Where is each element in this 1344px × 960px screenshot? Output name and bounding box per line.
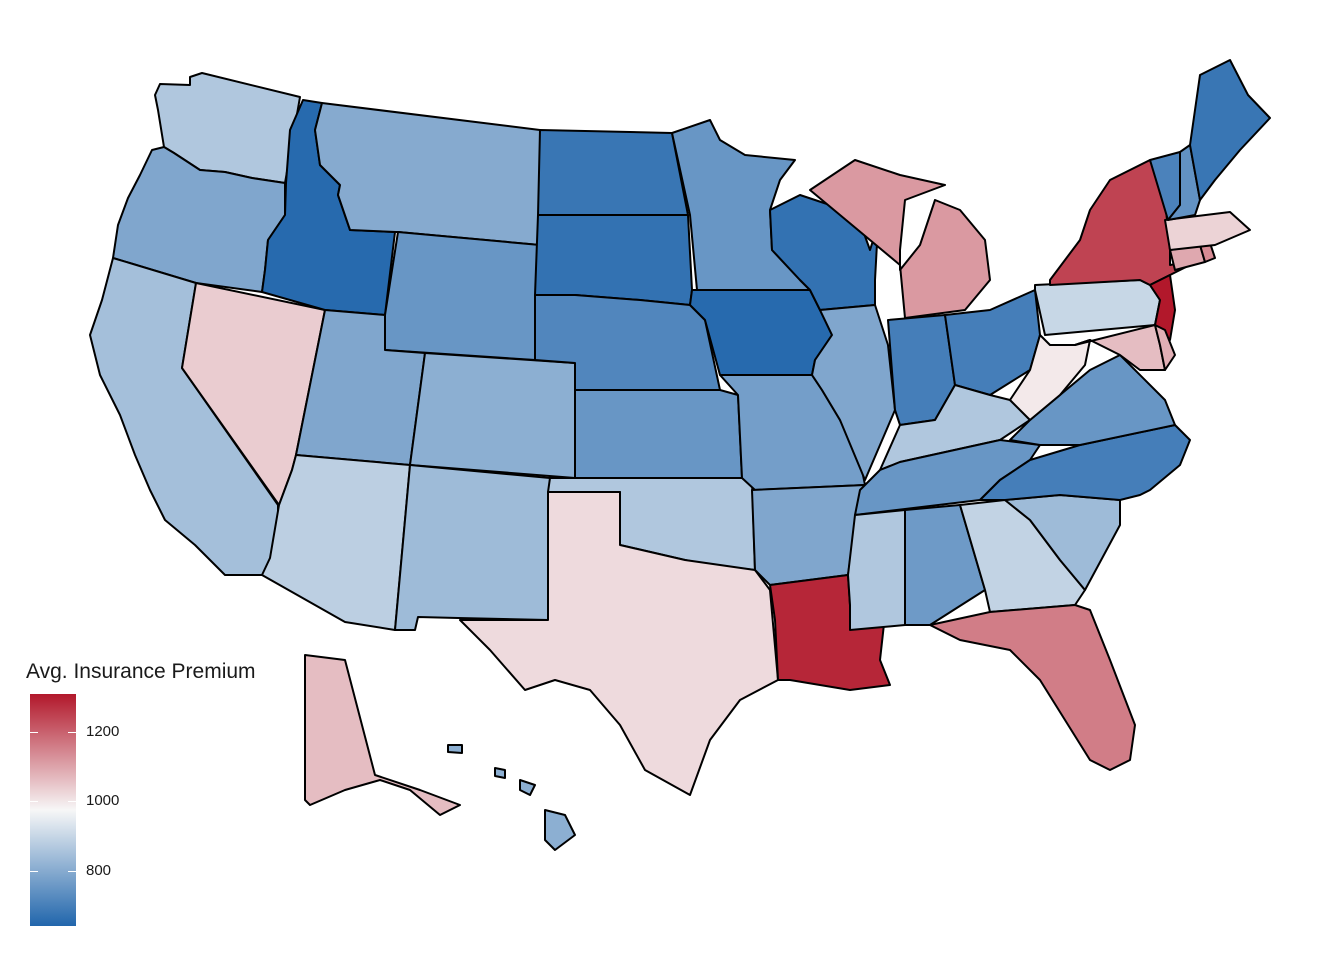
state-il xyxy=(811,304,896,481)
state-co xyxy=(409,352,576,479)
legend-tick-mark xyxy=(30,870,38,872)
state-mi xyxy=(809,159,991,319)
state-de xyxy=(1154,324,1176,371)
state-ms xyxy=(847,509,906,631)
legend: Avg. Insurance Premium 1200 1000 800 xyxy=(24,660,314,940)
state-tx xyxy=(459,491,779,796)
state-wy xyxy=(384,231,541,361)
state-nd xyxy=(537,129,689,216)
legend-tick-mark xyxy=(68,870,76,872)
state-fl xyxy=(929,604,1136,771)
state-sd xyxy=(534,214,693,306)
state-mt xyxy=(314,102,541,246)
legend-tick-mark xyxy=(68,732,76,734)
state-ks xyxy=(574,389,743,479)
state-ne xyxy=(534,294,721,391)
state-hi xyxy=(447,744,576,851)
legend-tick-1000: 1000 xyxy=(86,792,120,810)
state-pa xyxy=(1034,279,1161,336)
state-al xyxy=(904,504,986,626)
legend-color-bar xyxy=(30,694,76,926)
state-wv xyxy=(1009,334,1091,421)
legend-tick-800: 800 xyxy=(86,861,112,879)
state-me xyxy=(1189,59,1271,201)
states-layer xyxy=(89,59,1271,851)
legend-title: Avg. Insurance Premium xyxy=(26,660,256,683)
legend-tick-mark xyxy=(30,801,38,803)
state-nm xyxy=(394,464,551,631)
legend-tick-mark xyxy=(68,801,76,803)
legend-tick-mark xyxy=(30,732,38,734)
state-ak xyxy=(304,654,461,816)
state-ma xyxy=(1164,211,1251,251)
legend-tick-1200: 1200 xyxy=(86,723,120,741)
